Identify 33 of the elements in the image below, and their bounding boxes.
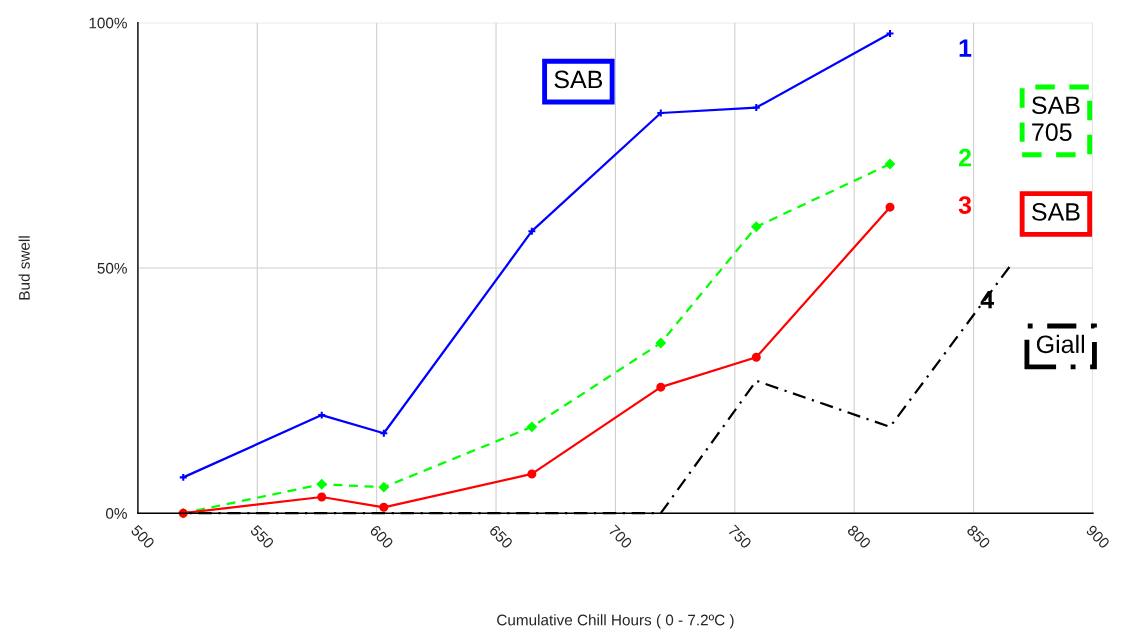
x-tick-label: 900: [1085, 524, 1111, 550]
x-tick-label: 650: [488, 524, 514, 550]
y-tick-label: 50%: [97, 262, 127, 274]
x-tick-label: 500: [130, 524, 156, 550]
x-tick-label: 800: [846, 524, 872, 550]
x-tick-label: 550: [249, 524, 275, 550]
annotation: 1: [959, 39, 972, 57]
point: [317, 492, 327, 502]
x-tick-label: 850: [966, 524, 991, 550]
y-axis-title: Bud swell: [18, 236, 30, 300]
x-tick-label: 600: [369, 524, 394, 550]
x-tick-label: 750: [727, 524, 753, 550]
y-tick-label: 100%: [89, 17, 127, 29]
point: [527, 469, 537, 479]
text: SAB: [554, 70, 603, 89]
point: [526, 421, 537, 432]
x-tick-label: 700: [608, 524, 633, 550]
point: [379, 502, 389, 512]
point: [378, 482, 389, 493]
text: SAB 705: [1032, 96, 1080, 142]
point: [316, 479, 327, 490]
point: [655, 338, 666, 348]
point: [885, 202, 895, 212]
text: Giall: [1036, 334, 1085, 354]
annotation: 2: [958, 148, 971, 167]
point: [656, 382, 666, 392]
x-axis-title: Cumulative Chill Hours ( 0 - 7.2ºC ): [497, 614, 734, 629]
y-tick-label: 0%: [105, 508, 127, 519]
point: [751, 352, 761, 362]
annotation: 3: [958, 196, 972, 214]
point: [751, 221, 762, 232]
point: [885, 159, 895, 169]
text: SAB: [1032, 203, 1080, 221]
